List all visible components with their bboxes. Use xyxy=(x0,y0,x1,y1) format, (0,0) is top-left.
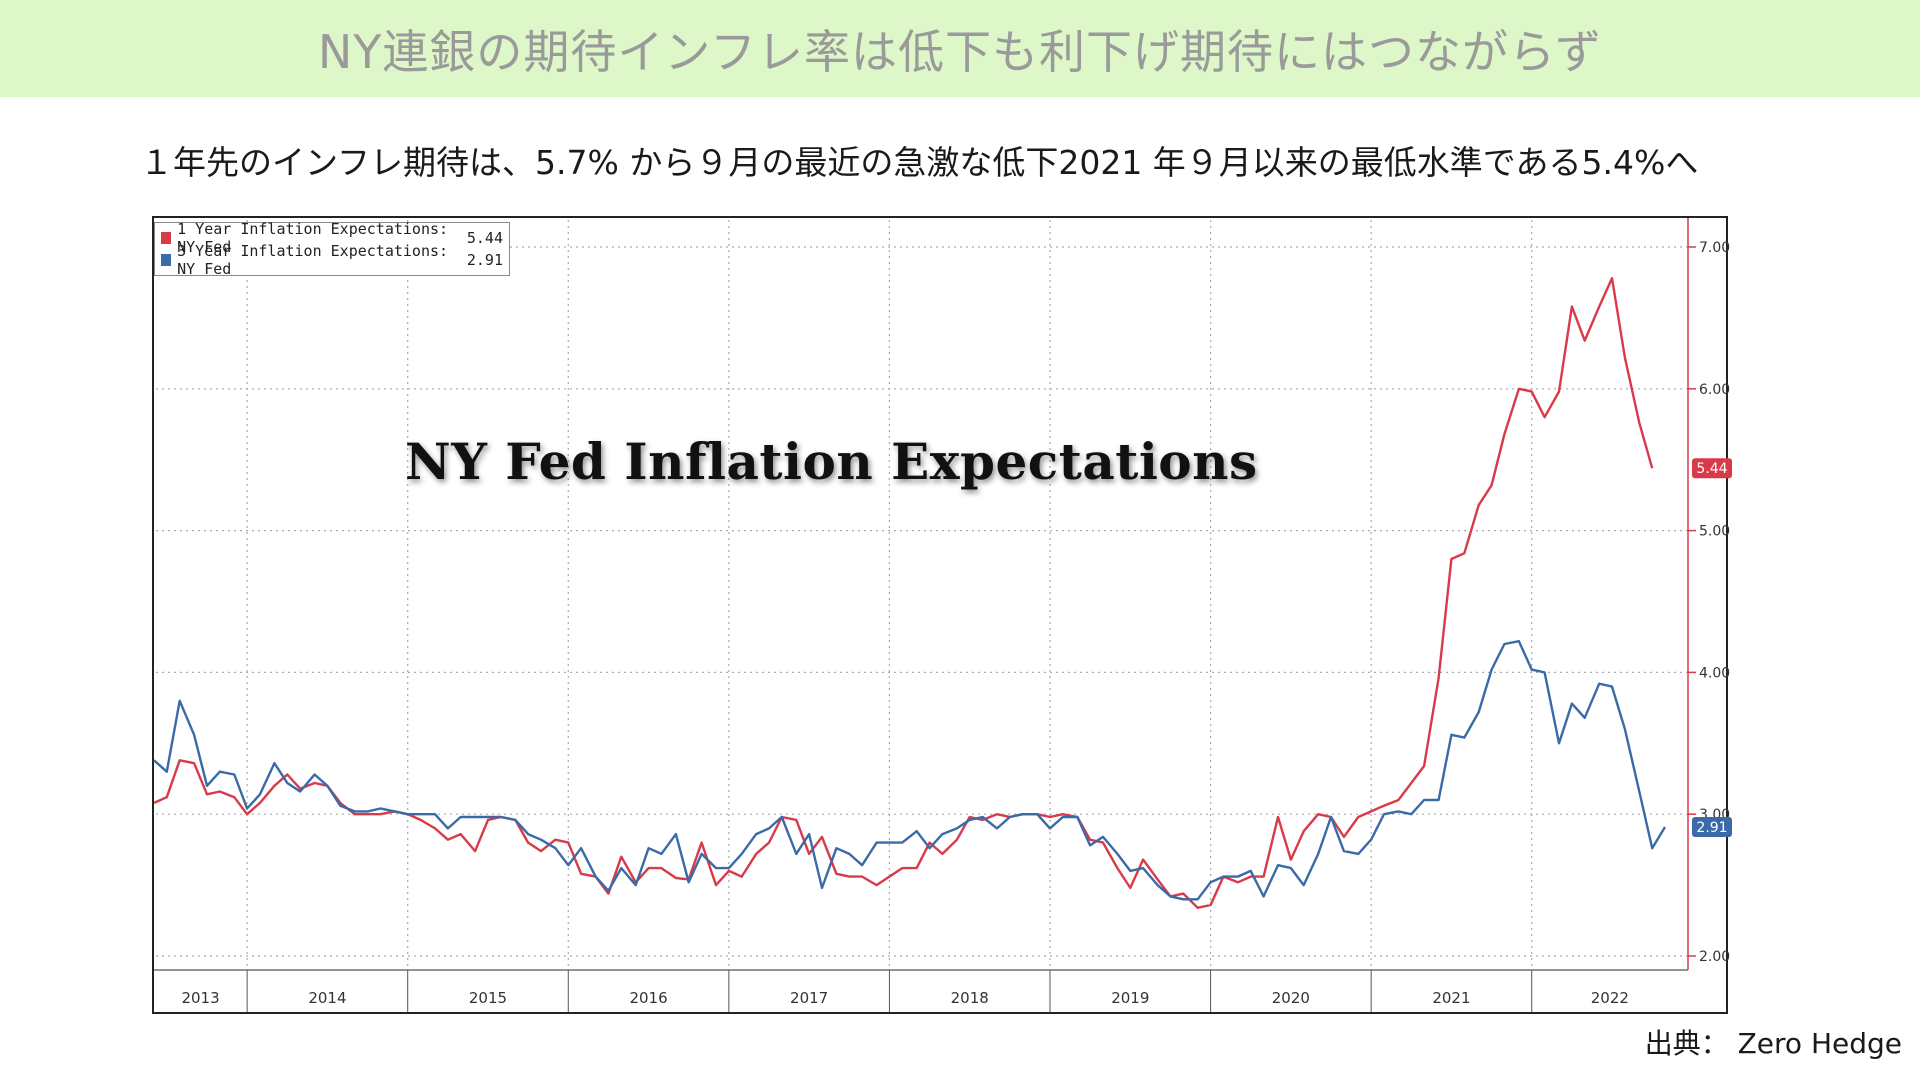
badge-background xyxy=(1692,816,1732,837)
badge-label: 2.91 xyxy=(1696,820,1727,836)
x-tick-label: 2018 xyxy=(951,989,989,1007)
y-tick-label: 2.00 xyxy=(1699,949,1730,965)
legend-swatch-one-year xyxy=(161,232,172,244)
page-title: NY連銀の期待インフレ率は低下も利下げ期待にはつながらず xyxy=(317,24,1603,79)
x-tick-label: 2015 xyxy=(469,989,507,1007)
page-subtitle: １年先のインフレ期待は、5.7% から９月の最近の急激な低下2021 年９月以来… xyxy=(140,143,1699,182)
series-line-three-year xyxy=(153,640,1667,901)
badge-label: 5.44 xyxy=(1696,461,1727,477)
y-tick-label: 6.00 xyxy=(1699,382,1730,398)
y-tick-label: 5.00 xyxy=(1699,524,1730,540)
x-tick-label: 2013 xyxy=(181,989,219,1007)
legend-item-three-year: 3 Year Inflation Expectations: NY Fed 2.… xyxy=(161,242,503,278)
legend-value-one-year: 5.44 xyxy=(466,229,503,247)
badge-background xyxy=(1692,458,1732,479)
last-value-badge-one-year: 5.44 xyxy=(1692,458,1732,479)
source-credit: 出典： Zero Hedge xyxy=(1644,1027,1902,1060)
x-tick-label: 2019 xyxy=(1111,989,1149,1007)
legend-swatch-three-year xyxy=(161,254,172,266)
chart-frame xyxy=(152,216,1728,1014)
x-tick-label: 2020 xyxy=(1272,989,1310,1007)
legend-label-one-year: 1 Year Inflation Expectations: NY Fed xyxy=(177,220,449,256)
series-line-one-year xyxy=(153,277,1654,909)
y-tick-label: 7.00 xyxy=(1699,240,1730,256)
x-tick-label: 2021 xyxy=(1432,989,1470,1007)
x-tick-label: 2014 xyxy=(308,989,346,1007)
y-tick-label: 4.00 xyxy=(1699,665,1730,681)
x-tick-label: 2017 xyxy=(790,989,828,1007)
chart-legend: 1 Year Inflation Expectations: NY Fed 5.… xyxy=(154,220,510,278)
x-tick-label: 2022 xyxy=(1591,989,1629,1007)
legend-label-three-year: 3 Year Inflation Expectations: NY Fed xyxy=(177,242,449,278)
x-tick-label: 2016 xyxy=(629,989,667,1007)
last-value-badge-three-year: 2.91 xyxy=(1692,816,1732,837)
header-banner: NY連銀の期待インフレ率は低下も利下げ期待にはつながらず xyxy=(0,0,1920,97)
legend-value-three-year: 2.91 xyxy=(466,251,503,269)
legend-item-one-year: 1 Year Inflation Expectations: NY Fed 5.… xyxy=(161,220,503,256)
chart-title: NY Fed Inflation Expectations xyxy=(405,432,1258,491)
